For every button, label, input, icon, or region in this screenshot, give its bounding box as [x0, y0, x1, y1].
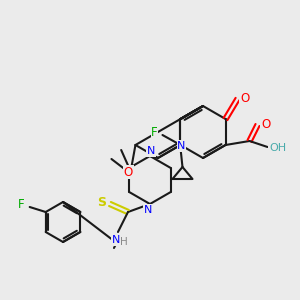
Text: F: F [151, 127, 158, 140]
Text: N: N [112, 235, 120, 245]
Text: O: O [124, 166, 133, 178]
Text: OH: OH [269, 143, 286, 153]
Text: N: N [144, 205, 152, 215]
Text: N: N [147, 146, 155, 156]
Text: N: N [177, 141, 186, 151]
Text: O: O [261, 118, 270, 130]
Text: O: O [240, 92, 249, 106]
Text: F: F [18, 199, 25, 212]
Text: S: S [98, 196, 106, 208]
Text: H: H [120, 237, 128, 247]
